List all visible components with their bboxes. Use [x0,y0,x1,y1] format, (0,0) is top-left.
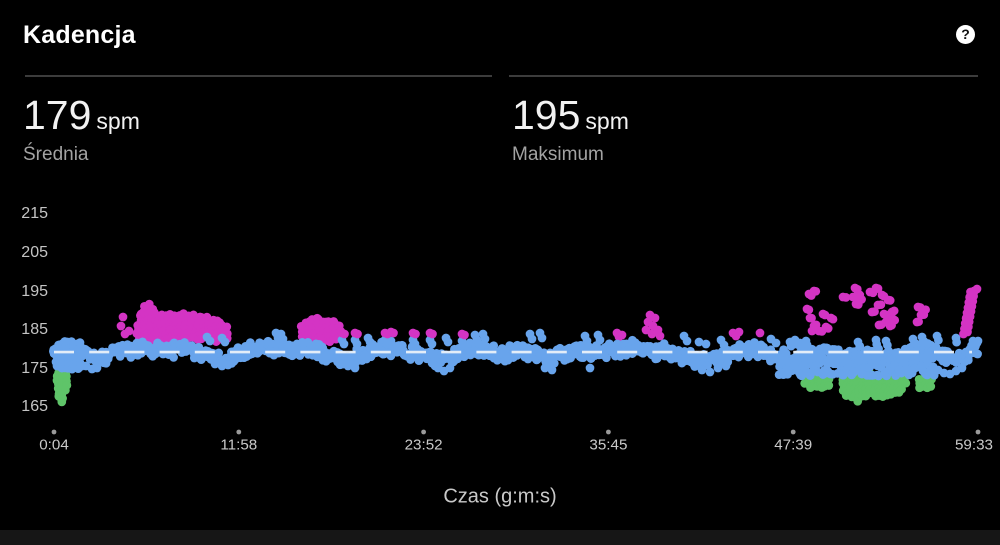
svg-text:205: 205 [21,244,48,261]
svg-text:11:58: 11:58 [220,437,257,454]
svg-text:Czas (g:m:s): Czas (g:m:s) [443,486,556,508]
svg-text:175: 175 [21,360,48,377]
svg-text:35:45: 35:45 [589,437,627,454]
svg-text:47:39: 47:39 [774,437,812,454]
svg-text:195: 195 [21,283,48,300]
svg-text:215: 215 [21,205,48,222]
svg-text:165: 165 [21,398,48,415]
svg-text:23:52: 23:52 [405,437,443,454]
svg-text:0:04: 0:04 [39,437,69,454]
svg-text:59:33: 59:33 [955,437,993,454]
svg-text:185: 185 [21,321,48,338]
